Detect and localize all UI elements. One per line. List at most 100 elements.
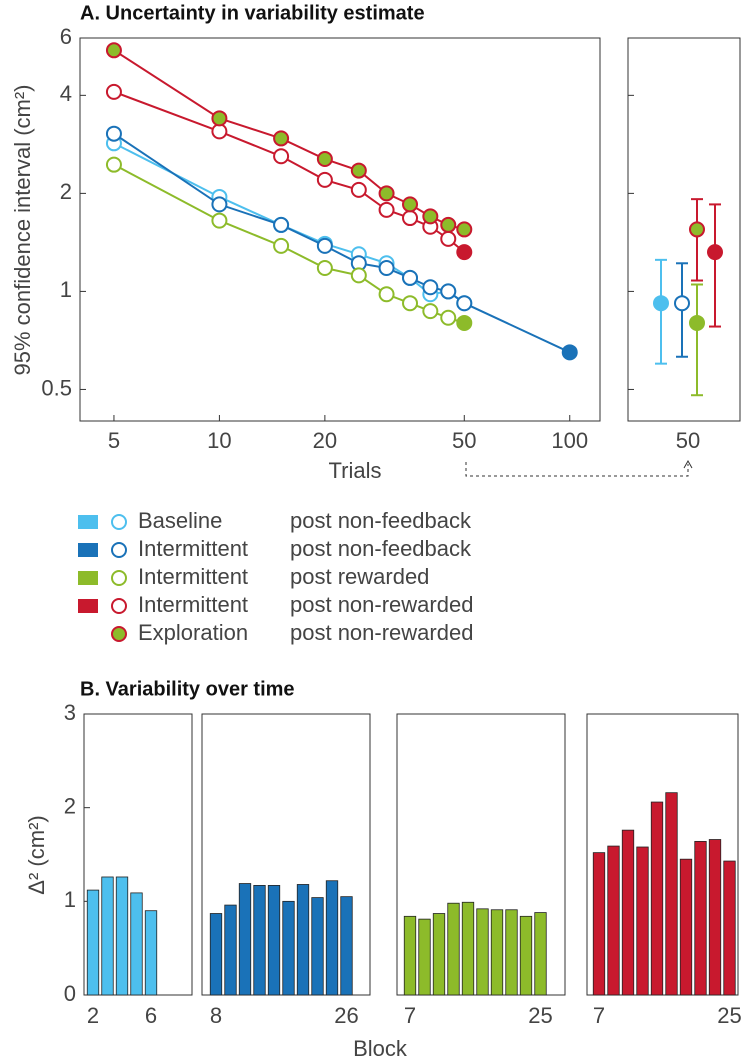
marker (273, 237, 290, 254)
legend-condition: post non-rewarded (290, 620, 473, 645)
marker (689, 221, 705, 238)
arrow-head (683, 459, 693, 469)
series-line (113, 90, 465, 253)
marker (402, 196, 419, 213)
marker (653, 295, 669, 312)
marker (211, 110, 228, 127)
bar (607, 845, 620, 996)
legend-name: Baseline (138, 508, 222, 533)
series-line (113, 132, 571, 354)
marker (561, 344, 578, 361)
bar (432, 913, 446, 996)
bar (144, 910, 158, 996)
y-tick-label: 2 (64, 793, 76, 818)
y-axis-label: Δ² (cm²) (24, 815, 49, 894)
x-tick-label: 25 (717, 1003, 741, 1028)
marker (378, 185, 395, 202)
x-tick-label: 20 (313, 428, 337, 453)
marker (422, 303, 439, 320)
y-tick-label: 3 (64, 700, 76, 725)
bar (311, 897, 324, 996)
marker (211, 123, 228, 140)
series-line (113, 163, 465, 324)
bar (238, 883, 252, 996)
y-tick-label: 0 (64, 981, 76, 1006)
x-tick-label: 25 (528, 1003, 552, 1028)
y-tick-label: 1 (64, 887, 76, 912)
plot-frame (79, 37, 601, 422)
bar (325, 880, 339, 996)
legend-marker (111, 626, 127, 642)
y-tick-label: 6 (60, 24, 72, 49)
plot-frame (627, 37, 741, 422)
marker (316, 171, 333, 188)
legend-marker (111, 514, 127, 530)
x-tick-label: 10 (207, 428, 231, 453)
x-tick-label: 7 (404, 1003, 416, 1028)
bar (101, 876, 114, 996)
marker (440, 283, 457, 300)
legend-name: Intermittent (138, 592, 248, 617)
bar (461, 901, 475, 996)
marker (402, 269, 419, 286)
y-tick-label: 4 (60, 81, 72, 106)
bar (636, 846, 649, 996)
bar (621, 829, 635, 996)
bar (534, 912, 547, 996)
y-tick-label: 2 (60, 179, 72, 204)
bar (679, 858, 693, 996)
marker (456, 221, 473, 238)
marker (378, 201, 395, 218)
x-axis-label: Block (353, 1036, 408, 1061)
bar (253, 885, 266, 996)
marker (105, 83, 122, 100)
marker (707, 244, 723, 261)
legend-name: Intermittent (138, 564, 248, 589)
legend-marker (111, 570, 127, 586)
bar (476, 908, 489, 996)
marker (350, 267, 367, 284)
bar (418, 918, 431, 996)
x-tick-label: 7 (593, 1003, 605, 1028)
marker (350, 162, 367, 179)
y-tick-label: 0.5 (41, 375, 72, 400)
series-line (113, 49, 465, 231)
marker (402, 210, 419, 227)
panel-title: A. Uncertainty in variability estimate (80, 2, 425, 24)
marker (456, 314, 473, 331)
legend-name: Exploration (138, 620, 248, 645)
legend-swatch (78, 571, 98, 585)
bar (723, 860, 736, 996)
marker (105, 156, 122, 173)
marker (316, 237, 333, 254)
marker (402, 295, 419, 312)
legend-swatch (78, 599, 98, 613)
bar (340, 896, 353, 996)
x-tick-label: 2 (87, 1003, 99, 1028)
marker (689, 314, 705, 331)
marker (440, 230, 457, 247)
marker (674, 295, 690, 312)
marker (273, 148, 290, 165)
bar (650, 801, 664, 996)
x-tick-label: 50 (452, 428, 476, 453)
legend-swatch (78, 515, 98, 529)
marker (316, 151, 333, 168)
legend-marker (111, 598, 127, 614)
bar (519, 915, 533, 996)
bar (490, 909, 504, 996)
bar (224, 904, 237, 996)
marker (273, 216, 290, 233)
bar (115, 876, 129, 996)
bar (708, 839, 722, 996)
panel-title: B. Variability over time (80, 678, 295, 700)
series-line (113, 142, 465, 305)
marker (316, 260, 333, 277)
bar (86, 889, 100, 996)
legend-condition: post non-feedback (290, 508, 472, 533)
marker (273, 130, 290, 147)
marker (105, 42, 122, 59)
bar (267, 885, 281, 996)
marker (105, 125, 122, 142)
